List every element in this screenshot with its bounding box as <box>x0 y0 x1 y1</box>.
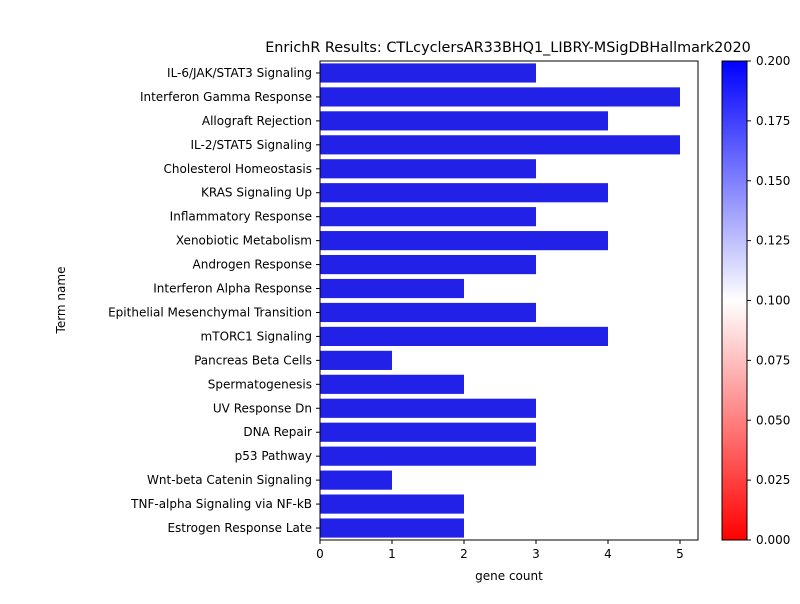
y-tick-label: Spermatogenesis <box>208 377 312 391</box>
y-tick-label: Inflammatory Response <box>170 210 312 224</box>
bars-group <box>320 63 680 538</box>
x-tick-label: 1 <box>388 547 396 561</box>
x-tick-label: 5 <box>676 547 684 561</box>
colorbar-tick-label: 0.050 <box>756 413 790 427</box>
bar <box>320 183 608 203</box>
bar <box>320 422 536 442</box>
x-axis-ticks: 0 1 2 3 4 5 <box>316 540 684 561</box>
bar <box>320 207 536 227</box>
bar <box>320 111 608 131</box>
x-tick-label: 3 <box>532 547 540 561</box>
y-tick-label: Interferon Alpha Response <box>153 282 312 296</box>
bar <box>320 446 536 466</box>
chart-title: EnrichR Results: CTLcyclersAR33BHQ1_LIBR… <box>265 40 751 56</box>
colorbar-tick-label: 0.125 <box>756 234 790 248</box>
y-tick-label: Interferon Gamma Response <box>140 90 312 104</box>
bar <box>320 135 680 155</box>
y-tick-label: UV Response Dn <box>213 401 312 415</box>
y-tick-label: DNA Repair <box>243 425 312 439</box>
bar <box>320 63 536 83</box>
y-tick-label: TNF-alpha Signaling via NF-kB <box>130 497 312 511</box>
bar <box>320 374 464 394</box>
x-axis-label: gene count <box>475 569 543 583</box>
bar <box>320 398 536 418</box>
y-tick-label: Epithelial Mesenchymal Transition <box>108 305 312 319</box>
bar <box>320 350 392 370</box>
x-tick-label: 0 <box>316 547 324 561</box>
y-tick-label: Wnt-beta Catenin Signaling <box>147 473 312 487</box>
colorbar-ticks: 0.000 0.025 0.050 0.075 0.100 0.125 0.150 0.175… <box>747 54 790 547</box>
colorbar-tick-label: 0.175 <box>756 114 790 128</box>
bar <box>320 87 680 107</box>
y-tick-label: Androgen Response <box>193 258 313 272</box>
bar <box>320 326 608 347</box>
bar <box>320 494 464 514</box>
colorbar-tick-label: 0.000 <box>756 533 790 547</box>
bar <box>320 518 464 538</box>
colorbar-tick-label: 0.200 <box>756 54 790 68</box>
y-tick-label: Pancreas Beta Cells <box>194 353 312 367</box>
x-tick-label: 4 <box>604 547 612 561</box>
bar <box>320 254 536 275</box>
y-tick-label: IL-2/STAT5 Signaling <box>190 138 312 152</box>
colorbar-tick-label: 0.150 <box>756 174 790 188</box>
y-axis-label: Term name <box>54 267 68 335</box>
x-tick-label: 2 <box>460 547 468 561</box>
colorbar <box>721 60 748 541</box>
y-tick-label: IL-6/JAK/STAT3 Signaling <box>167 66 312 80</box>
bar <box>320 278 464 299</box>
bar <box>320 231 608 251</box>
y-tick-label: p53 Pathway <box>235 449 312 463</box>
colorbar-tick-label: 0.075 <box>756 353 790 367</box>
colorbar-tick-label: 0.025 <box>756 473 790 487</box>
bar <box>320 302 536 323</box>
y-axis-ticks: IL-6/JAK/STAT3 Signaling Interferon Gamma… <box>108 66 320 535</box>
bar <box>320 159 536 179</box>
y-tick-label: KRAS Signaling Up <box>201 186 312 200</box>
y-tick-label: Estrogen Response Late <box>167 521 312 535</box>
plot-frame <box>319 60 699 541</box>
colorbar-tick-label: 0.100 <box>756 294 790 308</box>
y-tick-label: Xenobiotic Metabolism <box>176 234 312 248</box>
y-tick-label: Cholesterol Homeostasis <box>164 162 312 176</box>
y-tick-label: mTORC1 Signaling <box>201 329 312 343</box>
y-tick-label: Allograft Rejection <box>202 114 312 128</box>
bar <box>320 470 392 490</box>
